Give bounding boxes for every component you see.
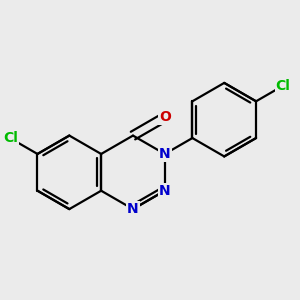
Text: O: O bbox=[159, 110, 171, 124]
Text: Cl: Cl bbox=[3, 131, 18, 145]
Text: N: N bbox=[127, 202, 139, 216]
Text: N: N bbox=[159, 147, 171, 161]
Text: N: N bbox=[159, 184, 171, 198]
Text: Cl: Cl bbox=[276, 79, 291, 93]
